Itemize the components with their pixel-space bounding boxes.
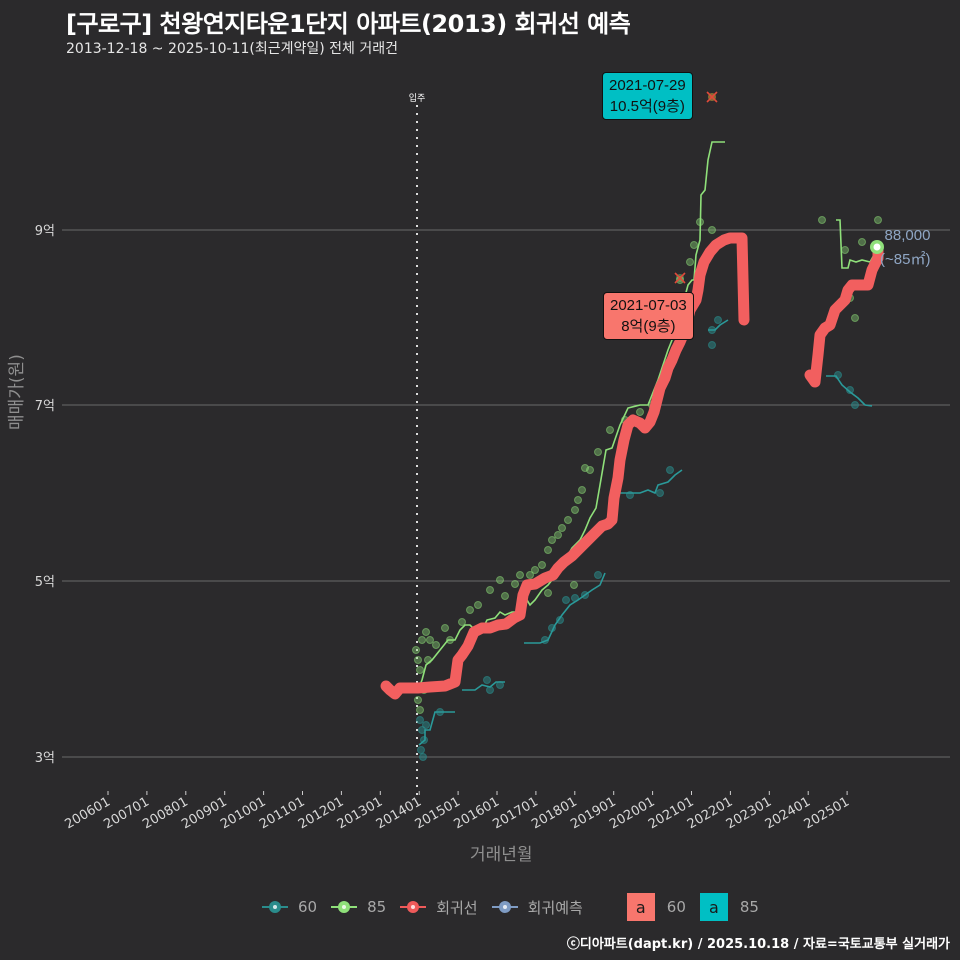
callout-recent-deal: 2021-07-03 8억(9층) [603,292,694,340]
legend-item-regression[interactable]: 회귀선 [400,897,478,918]
legend-label-regression: 회귀선 [436,898,478,917]
latest-value: 88,000 [884,227,931,244]
y-axis-ticks: 9억 7억 5억 3억 [35,224,55,766]
legend-box-60-icon: a [626,893,655,921]
latest-area: (~85㎡) [880,251,931,268]
line-60 [418,319,873,746]
legend-box-85-icon: a [699,893,728,921]
page-title: [구로구] 천왕연지타운1단지 아파트(2013) 회귀선 예측 [66,10,631,38]
legend-item-prediction[interactable]: 회귀예측 [491,897,583,918]
move-in-label: 입주 [409,92,426,104]
callout-max-deal: 2021-07-29 10.5억(9층) [602,72,693,120]
legend-label-85: 85 [367,898,387,916]
y-axis-title: 매매가(원) [7,354,27,430]
legend: 60 85 회귀선 회귀예측 a 60 a 85 [262,893,773,921]
callout-max-date: 2021-07-29 [609,77,686,94]
legend-item-85[interactable]: 85 [331,898,386,916]
callout-max-value: 10.5억(9층) [609,98,685,115]
svg-text:3억: 3억 [35,751,55,766]
x-marker-max [706,91,718,103]
legend-item-60[interactable]: 60 [262,898,317,916]
latest-point-marker [870,240,884,254]
legend-box-item-85[interactable]: a 85 [699,893,759,921]
legend-key-prediction-icon [491,899,518,915]
scatter-85 [412,216,882,714]
legend-label-prediction: 회귀예측 [527,898,583,917]
svg-text:7억: 7억 [35,399,55,414]
x-axis-tick-marks [107,791,848,795]
y-gridlines [62,229,950,758]
legend-box-item-60[interactable]: a 60 [626,893,686,921]
svg-text:202501: 202501 [802,794,852,832]
x-marker-recent [674,272,686,284]
callout-recent-value: 8억(9층) [621,318,676,335]
legend-key-regression-icon [400,899,427,915]
callout-recent-date: 2021-07-03 [610,297,687,314]
legend-key-85-icon [331,899,358,915]
legend-box-label-85: 85 [739,898,759,916]
footer-source: ⓒ디아파트(dapt.kr) / 2025.10.18 / 자료=국토교통부 실… [566,937,950,952]
x-axis-tick-labels: 2006012007012008012009012010012011012012… [63,794,853,832]
svg-text:5억: 5억 [35,575,55,590]
legend-box-label-60: 60 [666,898,686,916]
legend-label-60: 60 [298,898,318,916]
latest-value-label: 88,000 (~85㎡) [880,224,930,272]
x-axis-title: 거래년월 [470,845,533,865]
page-subtitle: 2013-12-18 ~ 2025-10-11(최근계약일) 전체 거래건 [66,41,398,57]
scatter-60 [416,316,859,761]
svg-text:9억: 9억 [35,224,55,239]
legend-key-60-icon [262,899,288,915]
